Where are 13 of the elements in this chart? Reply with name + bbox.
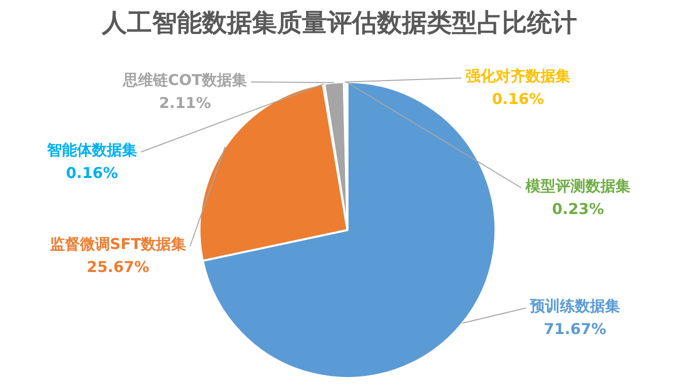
data-label: 2.11% [158,94,212,112]
slice-label: 监督微调SFT数据集 [50,234,186,253]
slice-label: 预训练数据集 [529,296,620,315]
data-label: 25.67% [86,258,150,276]
data-label: 0.16% [492,90,544,108]
slice-label: 模型评测数据集 [524,176,630,195]
data-label: 71.67% [544,320,606,338]
slice-label: 思维链COT数据集 [122,70,247,89]
chart-title: 人工智能数据集质量评估数据类型占比统计 [100,7,578,39]
data-label: 0.23% [552,200,604,218]
slice-label: 强化对齐数据集 [466,66,570,85]
data-label: 0.16% [66,164,118,182]
slice-label: 智能体数据集 [46,140,137,159]
